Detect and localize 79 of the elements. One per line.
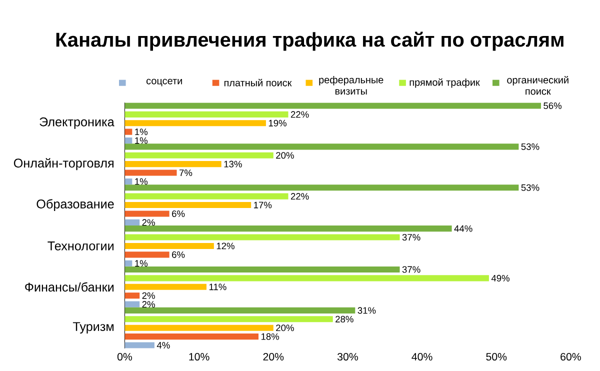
data-label: 37% [402,266,420,273]
y-tick-label: Туризм [72,322,114,334]
bar [124,184,519,191]
bar [124,242,214,249]
data-label: 2% [142,292,155,299]
data-label: 1% [135,178,148,185]
bar [124,111,288,118]
data-label: 2% [142,219,155,226]
bar [124,292,140,299]
bar [124,260,132,266]
bar [124,144,519,150]
bar [124,266,400,273]
data-label: 56% [544,102,562,110]
y-tick-label: Образование [36,199,114,211]
bar [124,342,154,348]
bar [124,178,132,185]
bar [124,301,140,308]
x-tick-label: 0% [117,353,132,361]
data-label: 44% [454,225,472,232]
bar [124,210,170,217]
data-label: 20% [276,324,294,332]
legend-label: платный поиск [224,78,292,86]
legend-label: прямой трафик [410,78,480,88]
data-label: 22% [290,193,309,200]
bar [124,202,252,208]
x-tick-label: 10% [189,353,210,361]
data-label: 1% [135,137,148,144]
data-label: 7% [179,170,192,176]
bar [124,284,206,290]
bar [124,138,132,144]
data-label: 1% [135,260,148,267]
data-label: 53% [521,143,540,150]
data-label: 18% [261,333,280,340]
legend-label: соцсети [146,78,182,86]
data-label: 37% [402,234,420,241]
y-tick-label: Электроника [40,117,114,129]
bar [124,226,452,232]
data-label: 49% [491,274,510,282]
bar [124,152,274,158]
bar [124,193,288,200]
bar [124,102,541,109]
bar [124,334,259,340]
bar [124,316,333,322]
x-tick-label: 60% [560,353,581,361]
legend-label: органический поиск [507,76,568,95]
x-tick-label: 50% [486,353,507,361]
data-label: 53% [521,184,540,191]
bar [124,252,170,258]
data-label: 28% [336,316,354,322]
bar [124,234,400,240]
data-label: 6% [172,251,185,258]
data-label: 19% [268,120,286,126]
data-label: 2% [142,301,155,308]
x-tick-label: 30% [337,353,358,361]
bar [124,170,177,176]
bar [124,120,266,126]
y-tick-label: Финансы/банки [25,282,114,292]
data-label: 17% [254,202,272,208]
x-tick-label: 40% [412,353,432,361]
bar [124,275,489,282]
data-label: 31% [358,307,376,314]
data-label: 6% [172,210,185,218]
bar [124,219,140,226]
bar [124,324,274,331]
data-label: 20% [276,152,294,159]
data-label: 1% [135,128,148,136]
y-tick-label: Технологии [48,242,114,250]
data-label: 11% [209,284,226,290]
bar [124,161,222,168]
bar [124,307,356,314]
data-label: 12% [216,242,234,250]
legend-label: реферальные визиты [319,76,384,95]
data-label: 4% [156,342,170,349]
x-tick-label: 20% [263,353,284,361]
data-label: 22% [290,111,309,118]
bar [124,128,132,135]
data-label: 13% [224,160,242,168]
chart-title: Каналы привлечения трафика на сайт по отраслям [56,32,564,51]
y-tick-label: Онлайн-торговля [14,158,114,170]
